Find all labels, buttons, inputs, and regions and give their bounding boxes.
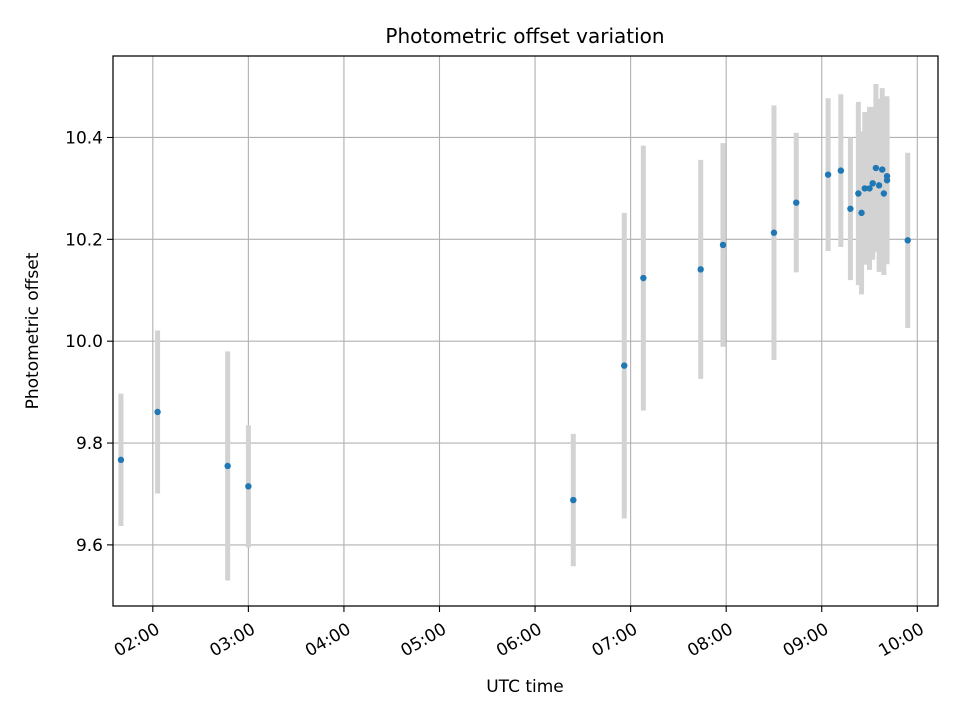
data-point	[875, 182, 883, 189]
data-points	[117, 164, 911, 504]
data-point	[824, 171, 832, 178]
data-point	[858, 209, 865, 217]
data-point	[570, 496, 577, 504]
data-point	[793, 199, 800, 206]
data-point	[154, 408, 161, 416]
data-point	[869, 180, 876, 187]
data-point	[640, 274, 647, 282]
data-point	[883, 172, 891, 180]
data-point	[872, 164, 880, 172]
data-point	[117, 456, 125, 464]
data-point	[697, 266, 704, 273]
data-point	[837, 167, 845, 174]
data-point	[770, 229, 778, 236]
y-axis-label: Photometric offset	[23, 252, 43, 409]
data-point	[880, 190, 888, 197]
data-point	[719, 241, 727, 249]
data-point	[855, 190, 862, 197]
x-axis-label: UTC time	[486, 677, 564, 697]
data-point	[866, 185, 873, 192]
y-tick-label: 10.0	[65, 332, 103, 352]
data-point	[224, 462, 231, 470]
data-point	[879, 166, 886, 173]
y-tick-label: 10.4	[65, 128, 103, 148]
data-point	[847, 205, 854, 212]
y-tick-label: 10.2	[65, 230, 103, 250]
axes-frame	[112, 55, 939, 607]
y-tick-label: 9.8	[76, 434, 103, 454]
data-point	[904, 237, 911, 244]
data-point	[621, 362, 628, 369]
data-point	[861, 185, 868, 192]
y-tick-label: 9.6	[76, 536, 103, 556]
chart-title: Photometric offset variation	[385, 24, 664, 48]
data-point	[245, 483, 252, 490]
